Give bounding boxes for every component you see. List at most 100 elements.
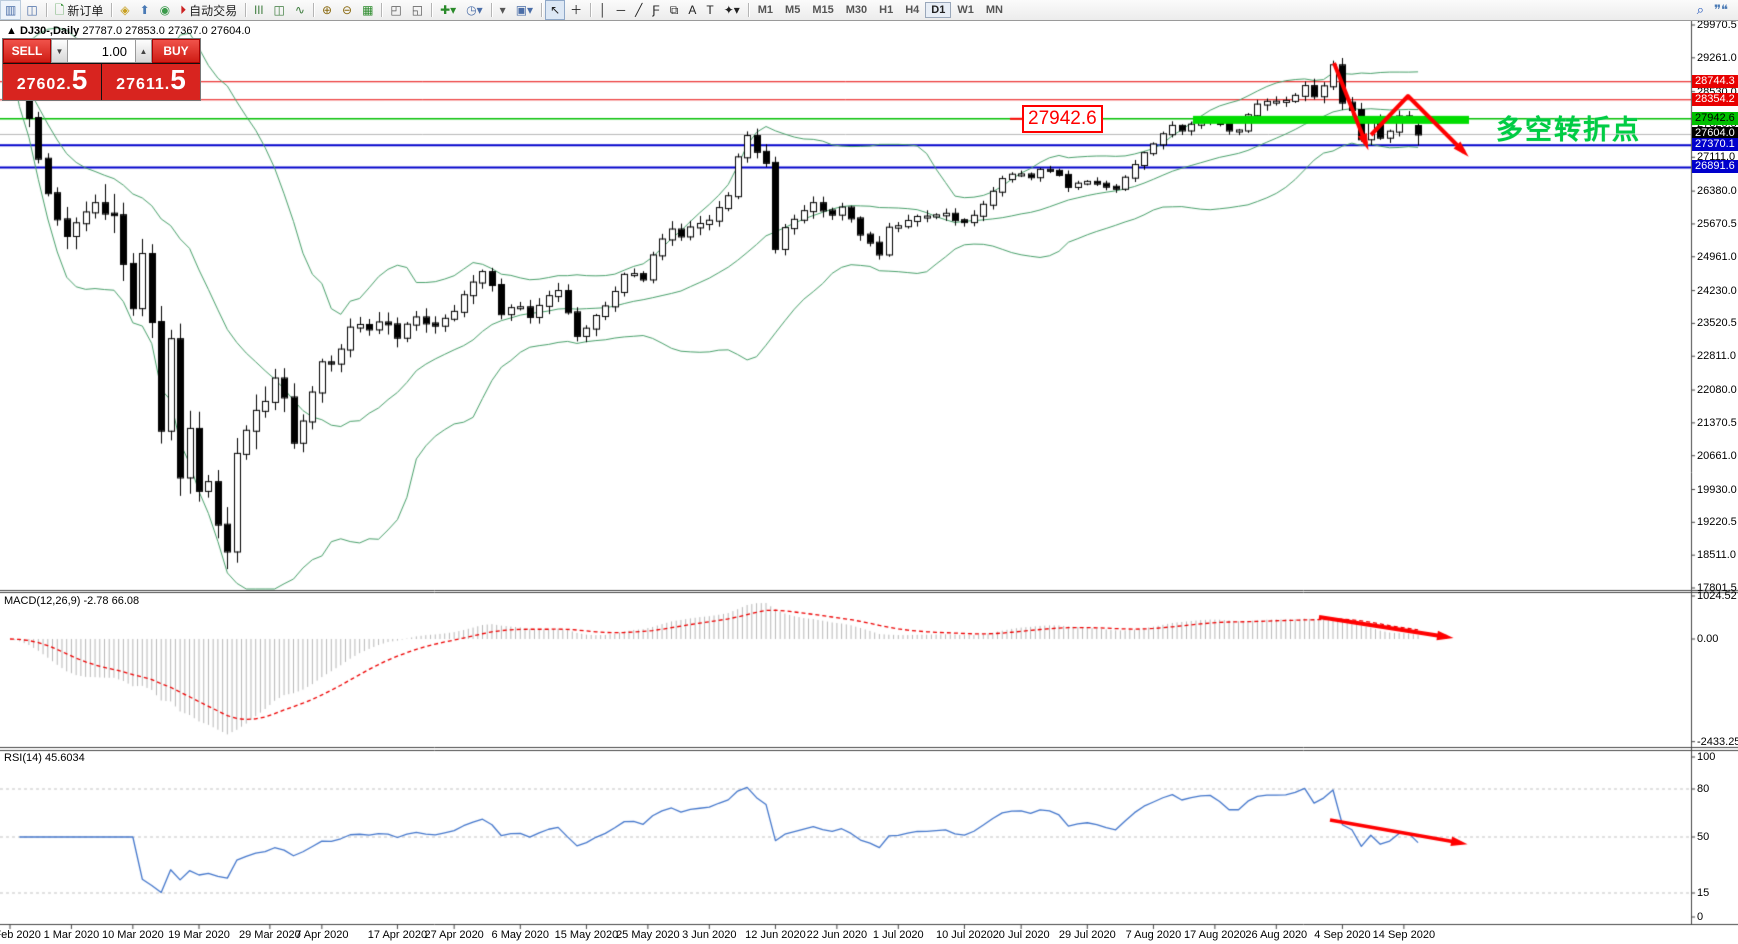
new-order-label: 新订单 [67,3,104,18]
period-dropdown: ◷▾ [466,3,483,17]
zoom-out-button[interactable]: ⊖ [337,0,357,20]
charts-grid-button[interactable]: ▥ [0,0,22,20]
price-axis-tick: 20661.0 [1697,449,1737,462]
window-panel-button[interactable]: ◫ [21,0,42,20]
template-dropdown-button[interactable]: ▾ [495,0,511,20]
zoom-out-icon: ⊖ [342,3,353,17]
timeframe-d1-button[interactable]: D1 [925,2,952,18]
price-level-box: 28744.3 [1692,74,1738,88]
rsi-axis-tick: 100 [1697,751,1716,763]
profile-chart-dropdown-button[interactable]: ▣▾ [511,0,538,20]
chat-icon[interactable]: ❞❝ [1714,2,1728,17]
date-axis-tick: 6 May 2020 [491,929,550,941]
date-axis-tick: 1 Mar 2020 [43,929,100,941]
volume-decrease-button[interactable]: ▼ [51,39,68,63]
sell-button[interactable]: SELL [3,39,51,63]
publish-button[interactable]: ⬆ [135,0,155,20]
timeframe-h4-button[interactable]: H4 [905,4,920,16]
date-axis-tick: 25 May 2020 [616,929,680,941]
buy-price[interactable]: 27611. 5 [102,64,200,100]
shapes-dropdown-button[interactable]: ✦▾ [719,0,745,20]
toolbar-separator [111,3,113,17]
price-axis-tick: 22811.0 [1697,350,1736,363]
rsi-indicator-label: RSI(14) 45.6034 [4,752,85,764]
sell-price[interactable]: 27602. 5 [3,64,101,100]
date-axis-tick: 20 Jul 2020 [992,929,1050,941]
price-level-box: 26891.6 [1692,160,1738,174]
search-icon[interactable]: ⌕ [1696,2,1704,17]
period-dropdown-button[interactable]: ◷▾ [461,0,488,20]
candle-chart-button[interactable]: ◫ [269,0,290,20]
toolbar-separator [245,3,247,17]
toolbar-separator [45,3,47,17]
fibonacci-icon: Ƒ [652,3,660,17]
volume-increase-button[interactable]: ▲ [135,39,152,63]
add-indicator-dropdown-button[interactable]: ✚▾ [435,0,461,20]
timeframe-m30-button[interactable]: M30 [845,4,868,16]
pivot-annotation-text[interactable]: 多空转折点 [1496,115,1641,145]
tile-windows-icon: ▦ [362,3,374,17]
trendline-icon: ╱ [635,3,643,17]
line-chart-button[interactable]: ∿ [290,0,310,20]
timeframe-w1-button[interactable]: W1 [957,4,974,16]
rsi-axis-tick: 15 [1697,887,1710,899]
collapse-arrow-icon[interactable]: ▲ [6,25,17,37]
date-axis-tick: 26 Aug 2020 [1245,929,1308,941]
date-axis-tick: 29 Mar 2020 [238,929,301,941]
autotrade-label: 自动交易 [189,3,238,18]
timeframe-m5-button[interactable]: M5 [785,4,801,16]
cycles-icon: ⧉ [669,3,679,17]
price-axis-tick: 18511.0 [1697,549,1736,562]
text-icon: A [688,3,697,17]
horizontal-line-button[interactable]: ─ [612,0,631,20]
crosshair-button[interactable]: ＋ [565,0,587,20]
symbol-period-label: DJ30-,Daily [19,25,80,37]
text-label-button[interactable]: T [701,0,718,20]
fibonacci-button[interactable]: Ƒ [647,0,664,20]
date-axis-tick: 17 Apr 2020 [367,929,428,941]
styler-button[interactable]: ◈ [115,0,134,20]
date-axis-tick: 22 Jun 2020 [806,929,868,941]
cursor-button[interactable]: ↖ [545,0,566,20]
toolbar-separator [541,3,543,17]
text-button[interactable]: A [683,0,701,20]
new-order-button[interactable]: 🗋 新订单 [50,0,109,20]
vertical-line-button[interactable]: │ [594,0,612,20]
indicator-window-button[interactable]: ◰ [385,0,406,20]
crosshair-icon: ＋ [570,3,583,17]
buy-button[interactable]: BUY [152,39,200,63]
zoom-in-button[interactable]: ⊕ [317,0,337,20]
publish-icon: ⬆ [139,3,150,17]
autotrade-button[interactable]: ⏵ 自动交易 [175,0,242,20]
date-axis-tick: 7 Apr 2020 [295,929,349,941]
macd-axis-tick: 0.00 [1697,633,1719,645]
timeframe-m1-button[interactable]: M1 [757,4,774,16]
styler-icon: ◈ [120,3,130,17]
timeframe-mn-button[interactable]: MN [985,4,1003,16]
date-axis-tick: 15 May 2020 [554,929,619,941]
horizontal-line-icon: ─ [616,3,626,17]
signals-icon: ◉ [159,3,171,17]
price-tag-label[interactable]: 27942.6 [1022,105,1103,133]
price-axis-tick: 27111.0 [1697,151,1736,164]
bar-chart-button[interactable]: ǀǀǀ [249,0,268,20]
volume-input[interactable]: 1.00 [68,39,135,63]
tile-windows-button[interactable]: ▦ [357,0,378,20]
timeframe-m15-button[interactable]: M15 [812,4,834,16]
price-axis-tick: 17801.5 [1697,581,1737,594]
date-axis-tick: 10 Mar 2020 [101,929,164,941]
date-axis-tick: 27 Apr 2020 [424,929,484,941]
vertical-line-icon: │ [599,3,607,17]
signals-button[interactable]: ◉ [155,0,175,20]
one-click-trading-panel: SELL ▼ 1.00 ▲ BUY 27602. 5 27611. 5 [2,38,201,101]
price-level-box: 27604.0 [1692,127,1738,141]
cycles-button[interactable]: ⧉ [665,0,684,20]
toolbar-separator [747,3,749,17]
price-axis-tick: 25670.5 [1697,217,1737,230]
timeframe-h1-button[interactable]: H1 [879,4,894,16]
trendline-button[interactable]: ╱ [630,0,647,20]
indicator-window-add-button[interactable]: ◱ [407,0,428,20]
window-panel-icon: ◫ [26,3,38,17]
toolbar-separator [590,3,592,17]
